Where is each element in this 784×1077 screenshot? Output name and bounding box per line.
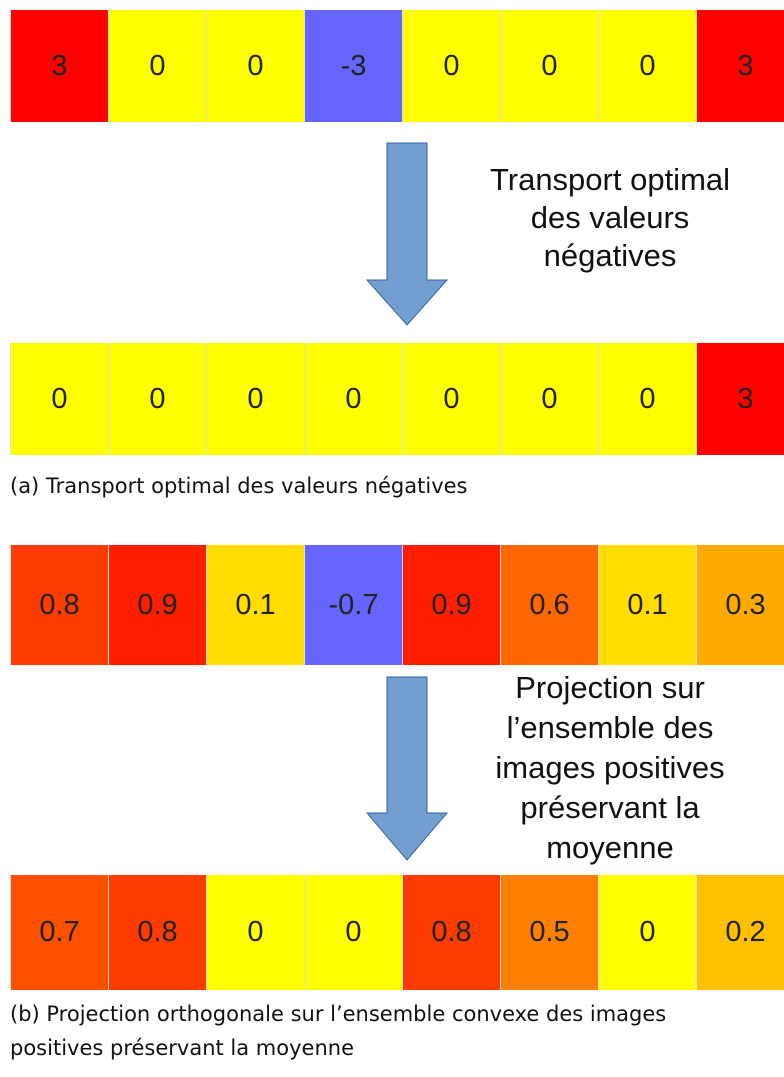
arrow-label: Transport optimal (489, 162, 731, 197)
cell: 0 (402, 10, 500, 122)
arrow (365, 676, 449, 861)
cell: -3 (304, 10, 402, 122)
cell: 3 (696, 10, 784, 122)
cell: 0 (206, 10, 304, 122)
cell: 0 (500, 343, 598, 455)
cell: 3 (696, 343, 784, 455)
cell: 0.2 (696, 875, 784, 990)
cell: 0.9 (108, 545, 206, 665)
cell: 0.3 (696, 545, 784, 665)
cell: 0.1 (206, 545, 304, 665)
cell: 0 (598, 10, 696, 122)
arrow-label: négatives (543, 238, 677, 273)
cell: 0 (304, 343, 402, 455)
cell: 0 (206, 875, 304, 990)
cell: 0.9 (402, 545, 500, 665)
caption: (a) Transport optimal des valeurs négati… (10, 474, 468, 498)
cell: 0 (500, 10, 598, 122)
cell: -0.7 (304, 545, 402, 665)
cell: 3 (10, 10, 108, 122)
cell: 0.8 (108, 875, 206, 990)
cell: 0.7 (10, 875, 108, 990)
arrow-label: moyenne (546, 830, 674, 865)
cell: 0 (108, 343, 206, 455)
caption: positives préservant la moyenne (10, 1036, 354, 1060)
arrow-label: Projection sur (515, 670, 705, 705)
cell: 0 (304, 875, 402, 990)
arrow-label: préservant la (520, 790, 700, 825)
cell: 0 (598, 343, 696, 455)
cell: 0 (598, 875, 696, 990)
caption: (b) Projection orthogonale sur l’ensembl… (10, 1002, 667, 1026)
arrow-label: des valeurs (530, 200, 690, 235)
cell: 0.5 (500, 875, 598, 990)
arrow-label: l’ensemble des (506, 710, 714, 745)
cell: 0 (206, 343, 304, 455)
cell: 0.6 (500, 545, 598, 665)
cell: 0 (108, 10, 206, 122)
cell: 0.8 (10, 545, 108, 665)
cell: 0 (10, 343, 108, 455)
arrow-label: images positives (495, 750, 725, 785)
arrow (365, 142, 449, 326)
cell: 0 (402, 343, 500, 455)
cell: 0.8 (402, 875, 500, 990)
cell: 0.1 (598, 545, 696, 665)
